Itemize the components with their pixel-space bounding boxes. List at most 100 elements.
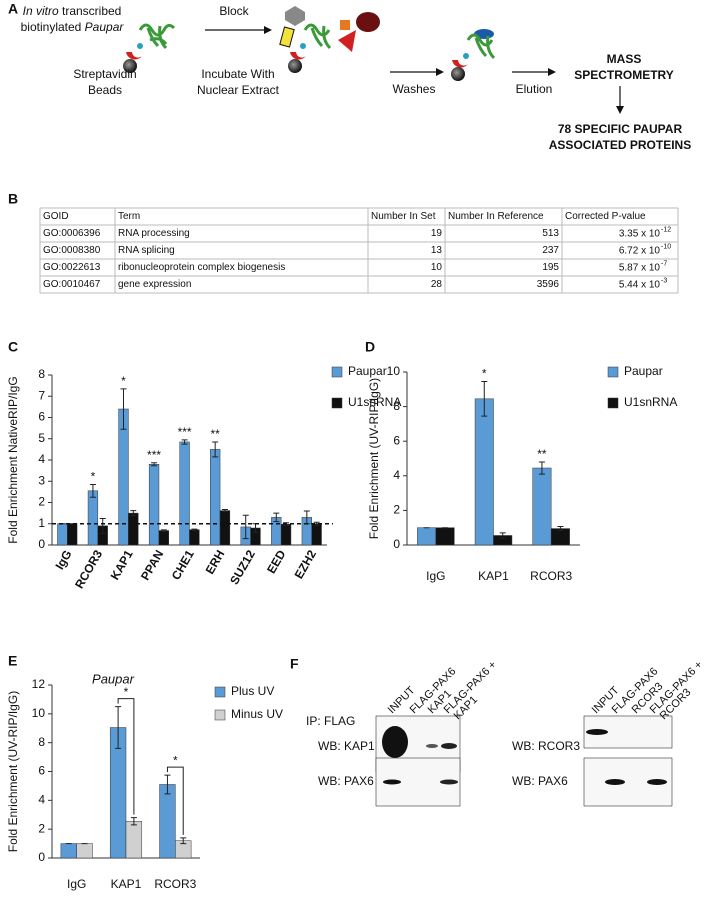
arrow-head [436,68,444,76]
p-exponent: -10 [661,243,671,250]
wb-label: WB: PAX6 [318,774,374,788]
arrow-head [616,106,624,114]
significance: *** [147,448,161,462]
table-cell: 10 [431,262,443,273]
bar [158,530,169,546]
y-axis-label: Fold Enrichment (UV-RIP/IgG) [6,691,20,852]
x-tick-label: ERH [203,548,228,577]
significance: * [121,374,126,388]
y-tick-label: 0 [393,537,400,551]
band [441,743,457,749]
y-tick-label: 6 [38,764,45,778]
x-tick-label: IgG [67,877,86,891]
y-tick-label: 6 [393,433,400,447]
y-tick-label: 0 [38,537,45,551]
panel-label: E [8,653,17,669]
band [382,726,408,758]
table-cell: GO:0022613 [43,262,101,273]
step-label: Nuclear Extract [197,83,280,97]
text: transcribed [59,4,122,18]
error-bar [313,521,320,526]
step-label: Washes [393,82,436,96]
input-text: In vitro transcribed [23,4,122,18]
mass-spec-label: SPECTROMETRY [574,68,674,82]
washed-icon [451,29,496,81]
table-cell: GO:0006396 [43,228,101,239]
bar [280,523,292,546]
y-tick-label: 10 [387,364,401,378]
complex-icon [279,6,380,73]
table-cell: gene expression [118,279,191,290]
y-tick-label: 3 [38,473,45,487]
bar [474,398,494,546]
x-tick-label: KAP1 [108,547,136,582]
bar [311,523,322,546]
arrow-head [548,68,556,76]
y-tick-label: 4 [38,793,45,807]
y-tick-label: 7 [38,388,45,402]
wb-label: WB: KAP1 [318,739,375,753]
error-bar [557,525,564,532]
bar [60,843,77,859]
result-label: ASSOCIATED PROTEINS [549,138,691,152]
error-bar [115,706,122,749]
bar [159,784,176,859]
error-bar [130,817,137,826]
bar [210,449,221,546]
band [647,779,667,785]
step-label: Elution [516,82,553,96]
chart-title: Paupar [92,671,135,686]
y-tick-label: 0 [38,850,45,864]
table-cell: 237 [542,245,559,256]
band [440,779,458,785]
y-tick-label: 4 [393,468,400,482]
error-bar [151,462,158,467]
y-tick-label: 2 [393,503,400,517]
legend-swatch [214,686,226,698]
legend-swatch [214,709,226,721]
y-tick-label: 8 [38,367,45,381]
table-cell: 513 [542,228,559,239]
error-bar [180,837,187,845]
y-tick-label: 10 [32,706,46,720]
mass-spec-label: MASS [607,52,642,66]
significance-bracket [166,766,184,835]
table-header: GOID [43,211,69,222]
y-tick-label: 2 [38,495,45,509]
y-axis-label: Fold Enrichment (UV-RIP/IgG) [367,378,381,539]
p-base: 5.87 x 10 [619,262,661,273]
table-cell: RNA splicing [118,245,175,256]
x-tick-label: RCOR3 [154,877,196,891]
error-bar [499,532,506,539]
ip-label: IP: FLAG [306,714,355,728]
y-tick-label: 12 [32,677,46,691]
p-exponent: -3 [661,277,667,284]
bar [435,527,455,546]
error-bar [160,529,167,532]
significance: * [173,753,178,767]
panel-label: D [365,339,375,355]
table-cell: ribonucleoprotein complex biogenesis [118,262,285,273]
band [586,729,608,735]
beads-label: Beads [88,83,122,97]
p-value: 5.44 x 10 [619,279,661,290]
legend-swatch [331,366,343,378]
p-exponent: -7 [661,260,667,267]
p-value: 6.72 x 10 [619,245,661,256]
wb-label: WB: RCOR3 [512,739,580,753]
band [605,779,625,785]
x-tick-label: KAP1 [111,877,142,891]
x-tick-label: KAP1 [478,569,509,583]
p-base: 3.35 x 10 [619,228,661,239]
error-bar [538,461,545,475]
significance: ** [537,447,547,461]
x-tick-label: EED [264,547,289,576]
bar [125,820,143,859]
y-tick-label: 6 [38,410,45,424]
bar [532,467,552,546]
wb-label: WB: PAX6 [512,774,568,788]
error-bar [164,774,171,795]
text: Paupar [85,20,125,34]
x-tick-label: RCOR3 [72,547,105,591]
rna-bead-icon [123,23,176,73]
